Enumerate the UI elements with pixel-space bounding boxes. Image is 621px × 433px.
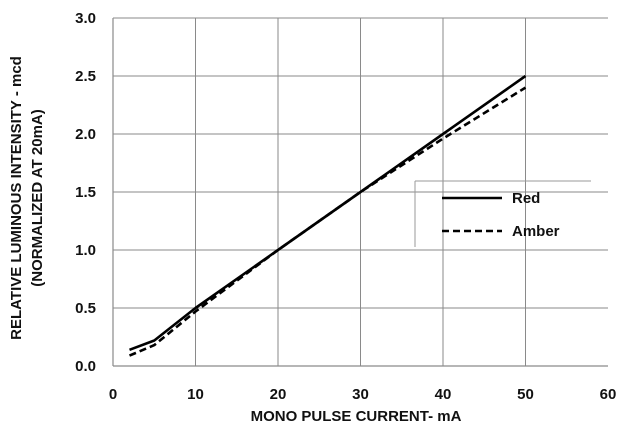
legend-label-red: Red xyxy=(512,190,540,207)
x-tick-label: 10 xyxy=(187,386,204,403)
y-tick-label: 3.0 xyxy=(75,10,96,27)
y-tick-label: 1.5 xyxy=(75,184,96,201)
x-tick-label: 40 xyxy=(435,386,452,403)
x-tick-label: 50 xyxy=(517,386,534,403)
y-axis-title-line2: (NORMALIZED AT 20mA) xyxy=(29,109,46,287)
series-line-red xyxy=(129,74,527,352)
x-axis-title: MONO PULSE CURRENT- mA xyxy=(251,408,462,425)
x-tick-label: 60 xyxy=(600,386,617,403)
y-tick-label: 0.0 xyxy=(75,358,96,375)
series-line-amber xyxy=(128,86,527,357)
y-tick-label: 2.5 xyxy=(75,68,96,85)
x-tick-label: 20 xyxy=(270,386,287,403)
axes xyxy=(112,18,608,367)
tick-labels: 0.0 0.5 1.0 1.5 2.0 2.5 3.0 0 10 20 30 40 50 60 xyxy=(75,10,616,403)
x-tick-label: 30 xyxy=(352,386,369,403)
legend: Red Amber xyxy=(414,180,591,247)
x-tick-label: 0 xyxy=(109,386,117,403)
y-tick-label: 2.0 xyxy=(75,126,96,143)
series-lines xyxy=(128,74,527,357)
y-tick-label: 0.5 xyxy=(75,300,96,317)
y-tick-label: 1.0 xyxy=(75,242,96,259)
y-axis-title-line1: RELATIVE LUMINOUS INTENSITY - mcd xyxy=(8,56,25,340)
legend-label-amber: Amber xyxy=(512,223,560,240)
